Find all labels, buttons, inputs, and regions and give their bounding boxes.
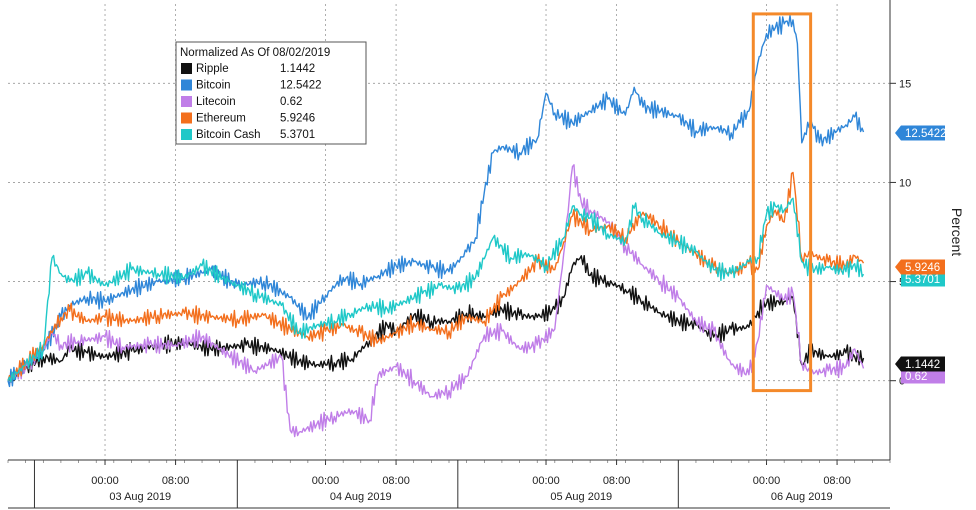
series-line-bitcoin <box>7 14 865 388</box>
legend-swatch <box>181 79 192 91</box>
legend-series-name: Bitcoin <box>196 80 231 92</box>
value-badge-bitcoin-cash: 5.3701 <box>901 271 945 287</box>
series-lines <box>7 14 865 438</box>
badge-value: 0.62 <box>905 371 927 383</box>
legend-series-name: Ripple <box>196 63 229 75</box>
legend-series-value: 1.1442 <box>280 63 315 75</box>
legend-series-name: Ethereum <box>196 113 246 125</box>
badge-shape <box>895 356 945 372</box>
x-day-label: 04 Aug 2019 <box>330 491 392 503</box>
badge-value: 12.5422 <box>905 128 947 140</box>
x-tick-label: 08:00 <box>603 475 631 487</box>
x-day-label: 06 Aug 2019 <box>771 491 833 503</box>
badge-value: 1.1442 <box>905 359 940 371</box>
legend-series-value: 0.62 <box>280 96 302 108</box>
y-tick-label: 10 <box>899 177 911 189</box>
value-badge-bitcoin: 12.5422 <box>895 125 947 141</box>
series-line-bitcoin-cash <box>7 197 865 383</box>
legend-series-value: 5.9246 <box>280 113 315 125</box>
legend-series-value: 5.3701 <box>280 129 315 141</box>
legend-swatch <box>181 129 192 140</box>
value-badge-ethereum: 5.9246 <box>895 259 945 275</box>
badge-shape <box>901 271 945 287</box>
highlight-box <box>751 12 813 393</box>
x-tick-label: 00:00 <box>91 475 119 487</box>
badge-shape <box>895 259 945 275</box>
series-line-litecoin <box>7 164 865 438</box>
legend-series-name: Litecoin <box>196 96 236 108</box>
legend-series-name: Bitcoin Cash <box>196 129 261 141</box>
badge-value: 5.9246 <box>905 262 940 274</box>
x-tick-label: 08:00 <box>162 475 190 487</box>
x-tick-label: 08:00 <box>823 475 851 487</box>
badge-value: 5.3701 <box>905 274 940 286</box>
legend-swatch <box>181 112 192 124</box>
legend-series-value: 12.5422 <box>280 80 322 92</box>
legend: Normalized As Of 08/02/2019 Ripple 1.1442 B… <box>175 41 367 145</box>
x-tick-label: 00:00 <box>312 475 340 487</box>
x-day-label: 03 Aug 2019 <box>109 491 171 503</box>
value-badge-litecoin: 0.62 <box>901 368 945 384</box>
value-badges: 5.3701 0.62 12.5422 5.9246 1.1442 <box>895 125 947 384</box>
y-tick-label: 15 <box>899 78 911 90</box>
y-axis-title: Percent <box>949 208 965 256</box>
legend-swatch <box>181 96 192 107</box>
legend-swatch <box>181 63 192 74</box>
highlight-rectangle <box>751 12 813 393</box>
x-tick-label: 08:00 <box>382 475 410 487</box>
badge-shape <box>895 125 945 141</box>
legend-title: Normalized As Of 08/02/2019 <box>180 47 330 59</box>
x-day-label: 05 Aug 2019 <box>550 491 612 503</box>
badge-shape <box>901 368 945 384</box>
x-tick-label: 00:00 <box>753 475 781 487</box>
value-badge-ripple: 1.1442 <box>895 356 945 372</box>
series-line-ripple <box>7 255 865 383</box>
x-tick-label: 00:00 <box>532 475 560 487</box>
legend-box <box>175 41 367 145</box>
